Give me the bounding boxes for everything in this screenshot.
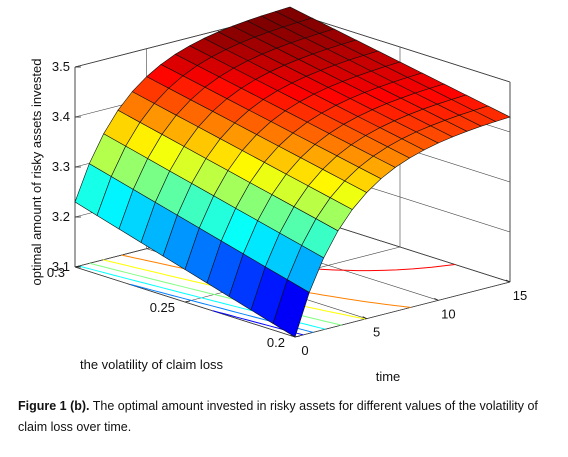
z-axis-label: optimal amount of risky assets invested: [29, 59, 44, 286]
vol-tick-label: 0.2: [267, 335, 285, 350]
caption-label: Figure 1 (b).: [18, 399, 90, 413]
caption-text: The optimal amount invested in risky ass…: [18, 399, 538, 434]
surface-cell: [472, 105, 511, 122]
z-tick-label: 3.1: [52, 259, 70, 274]
z-tick-label: 3.4: [52, 109, 70, 124]
time-tick-label: 10: [441, 306, 455, 321]
z-tick-label: 3.2: [52, 209, 70, 224]
z-tick-label: 3.5: [52, 59, 70, 74]
figure-caption: Figure 1 (b). The optimal amount investe…: [18, 396, 558, 438]
vol-tick-mark: [184, 300, 191, 303]
time-tick-mark: [505, 279, 511, 283]
time-tick-mark: [362, 316, 367, 320]
z-tick-label: 3.3: [52, 159, 70, 174]
vol-tick-mark: [74, 265, 81, 268]
surface-plot: 3.1 3.2 3.3 3.4 3.5 0 5 10 15 0.2 0.25 0.3 optimal …: [29, 6, 527, 384]
vol-tick-label: 0.3: [47, 265, 65, 280]
time-tick-mark: [290, 334, 296, 338]
y-axis-label: the volatility of claim loss: [80, 357, 224, 372]
time-tick-label: 0: [301, 343, 308, 358]
vol-tick-label: 0.25: [150, 300, 175, 315]
time-tick-mark: [434, 297, 439, 301]
vol-grid-line: [294, 281, 511, 338]
x-axis-label: time: [376, 369, 401, 384]
time-tick-label: 15: [513, 288, 527, 303]
vol-tick-mark: [294, 335, 301, 338]
time-tick-label: 5: [373, 325, 380, 340]
tick-labels: 3.1 3.2 3.3 3.4 3.5 0 5 10 15 0.2 0.25 0.3: [47, 59, 527, 358]
surface-mesh: [74, 6, 511, 338]
